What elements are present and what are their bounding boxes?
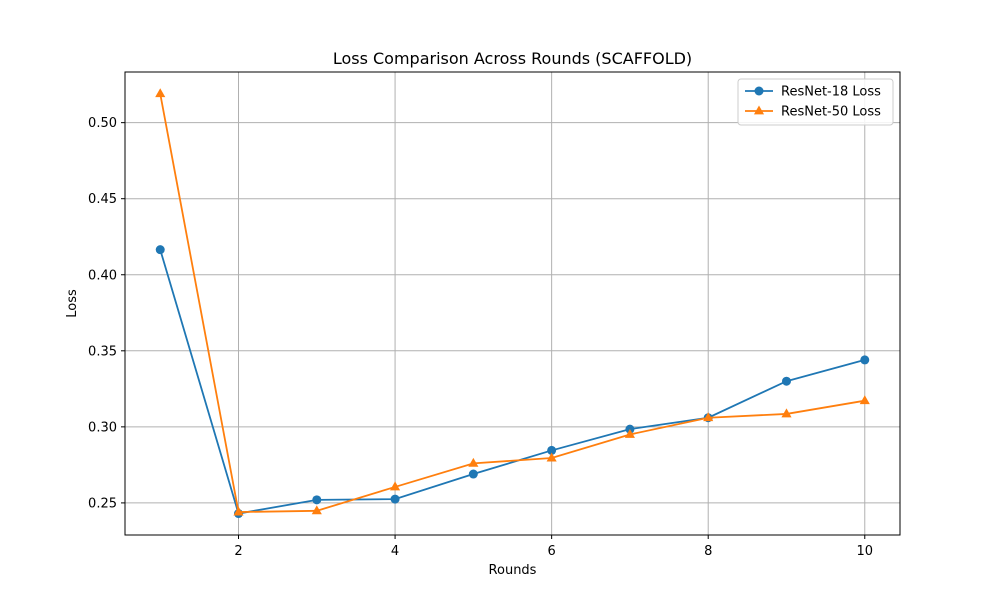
- x-tick-label: 4: [391, 544, 399, 559]
- y-tick-label: 0.40: [88, 268, 117, 283]
- x-tick-label: 8: [704, 544, 712, 559]
- data-point: [311, 505, 322, 515]
- x-tick-label: 10: [856, 544, 873, 559]
- data-point: [781, 376, 791, 386]
- series-line: [159, 93, 865, 513]
- series-layer: [155, 88, 870, 519]
- y-tick-label: 0.35: [88, 344, 117, 359]
- legend-marker: [753, 105, 765, 115]
- y-tick-label: 0.50: [88, 116, 117, 131]
- legend-item: ResNet-50 Loss: [745, 105, 881, 120]
- x-tick-label: 6: [548, 544, 556, 559]
- data-point: [859, 395, 870, 405]
- grid-lines: [125, 72, 900, 535]
- data-point: [390, 494, 400, 504]
- legend-label: ResNet-18 Loss: [781, 85, 881, 100]
- y-axis-label: Loss: [65, 289, 80, 318]
- data-point: [390, 481, 401, 491]
- data-point: [155, 88, 166, 98]
- y-axis-ticks: 0.25 0.30 0.35 0.40 0.45 0.50: [88, 116, 125, 511]
- legend-marker: [754, 86, 764, 96]
- legend-box: [737, 78, 894, 126]
- legend-item: ResNet-18 Loss: [745, 85, 881, 100]
- x-axis-label: Rounds: [489, 563, 537, 578]
- x-tick-label: 2: [234, 544, 242, 559]
- data-point: [546, 452, 557, 462]
- legend-label: ResNet-50 Loss: [781, 105, 881, 120]
- legend: ResNet-18 Loss ResNet-50 Loss: [737, 78, 894, 126]
- series-1: [155, 245, 870, 519]
- y-tick-label: 0.45: [88, 192, 117, 207]
- data-point: [547, 445, 557, 455]
- data-point: [703, 412, 714, 422]
- series-2: [155, 88, 870, 516]
- data-point: [312, 495, 322, 505]
- y-tick-label: 0.25: [88, 496, 117, 511]
- data-point: [624, 428, 635, 438]
- data-point: [860, 355, 870, 365]
- data-point: [468, 469, 478, 479]
- chart-title: Loss Comparison Across Rounds (SCAFFOLD): [333, 49, 692, 68]
- data-point: [781, 408, 792, 418]
- y-tick-label: 0.30: [88, 420, 117, 435]
- data-point: [233, 506, 244, 516]
- series-line: [159, 249, 866, 515]
- plot-frame: [124, 71, 901, 536]
- data-point: [155, 245, 165, 255]
- data-point: [468, 457, 479, 467]
- x-axis-ticks: 2 4 6 8 10: [234, 535, 873, 559]
